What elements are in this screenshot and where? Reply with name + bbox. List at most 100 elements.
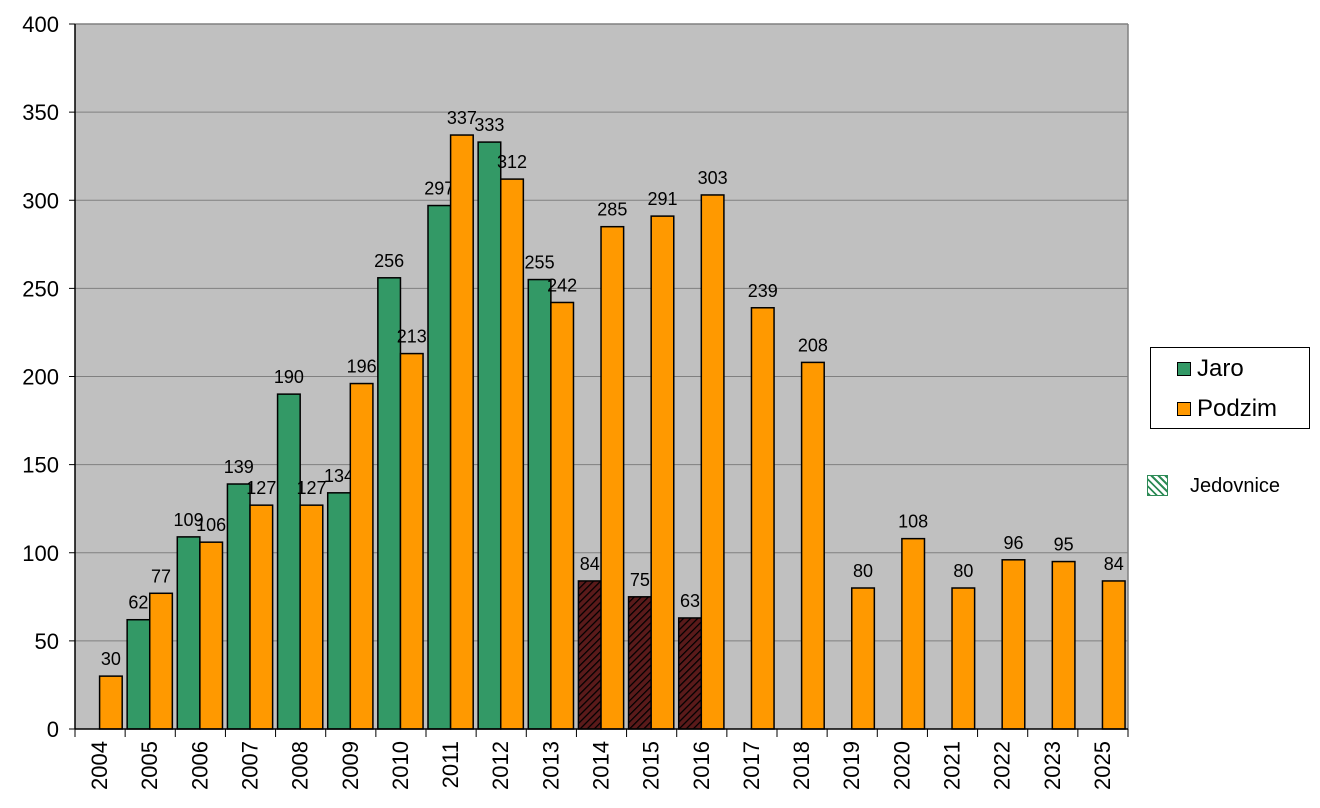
x-tick-label: 2017 <box>739 741 764 790</box>
legend-label-jedovnice: Jedovnice <box>1190 475 1281 497</box>
legend-swatch-podzim <box>1177 402 1191 416</box>
data-label-jaro-2009: 134 <box>324 466 354 486</box>
bar-podzim-2010 <box>399 352 424 730</box>
data-label-jaro-2006: 109 <box>174 510 204 530</box>
x-tick-label: 2012 <box>488 741 513 790</box>
x-tick-label: 2023 <box>1040 741 1065 790</box>
x-tick-label: 2019 <box>839 741 864 790</box>
bar-jaro-2016 <box>677 617 703 730</box>
x-tick-label: 2025 <box>1090 741 1115 790</box>
bar-podzim-2017 <box>750 307 775 730</box>
bar-jaro-2007 <box>226 483 251 730</box>
y-tick-label: 300 <box>22 188 59 213</box>
data-label-podzim-2010: 213 <box>397 327 427 347</box>
data-label-jaro-2015: 75 <box>630 570 650 590</box>
data-label-podzim-2008: 127 <box>296 478 326 498</box>
bar-podzim-2009 <box>349 382 374 730</box>
x-tick-label: 2022 <box>990 741 1015 790</box>
data-label-podzim-2015: 291 <box>647 189 677 209</box>
data-label-podzim-2017: 239 <box>748 281 778 301</box>
bar-podzim-2014 <box>600 225 625 730</box>
y-tick-label: 0 <box>47 717 59 742</box>
data-label-podzim-2021: 80 <box>953 561 973 581</box>
x-tick-label: 2008 <box>288 741 313 790</box>
bar-jaro-2009 <box>326 492 352 730</box>
bar-podzim-2025 <box>1101 580 1126 730</box>
bar-podzim-2011 <box>449 134 474 730</box>
legend-swatch-jaro <box>1177 362 1191 376</box>
bar-jaro-2008 <box>276 393 301 730</box>
x-tick-label: 2010 <box>388 741 413 790</box>
data-label-podzim-2018: 208 <box>798 335 828 355</box>
bar-podzim-2021 <box>951 587 976 730</box>
legend-label-jaro: Jaro <box>1197 355 1244 382</box>
data-label-podzim-2005: 77 <box>151 566 171 586</box>
legend-label-podzim: Podzim <box>1197 395 1278 422</box>
data-label-podzim-2011: 337 <box>447 108 477 128</box>
y-tick-label: 150 <box>22 453 59 478</box>
x-tick-label: 2021 <box>940 741 965 790</box>
y-tick-label: 250 <box>22 276 59 301</box>
bar-jaro-2012 <box>477 141 502 730</box>
bar-podzim-2019 <box>850 587 876 730</box>
data-label-jaro-2010: 256 <box>374 251 404 271</box>
y-tick-label: 400 <box>22 12 59 37</box>
x-tick-label: 2014 <box>589 741 614 790</box>
x-tick-label: 2007 <box>238 741 263 790</box>
data-label-podzim-2004: 30 <box>101 649 121 669</box>
bar-podzim-2008 <box>299 504 324 730</box>
x-tick-label: 2004 <box>87 741 112 790</box>
x-tick-label: 2009 <box>338 741 363 790</box>
legend: Jaro Podzim <box>1150 347 1310 429</box>
data-label-podzim-2019: 80 <box>853 561 873 581</box>
bar-jaro-2015 <box>627 596 652 730</box>
data-label-jaro-2013: 255 <box>525 253 555 273</box>
data-label-jaro-2012: 333 <box>474 115 504 135</box>
y-tick-label: 100 <box>22 541 59 566</box>
data-label-podzim-2006: 106 <box>196 515 226 535</box>
bar-jaro-2013 <box>527 278 552 730</box>
x-tick-label: 2016 <box>689 741 714 790</box>
x-tick-label: 2005 <box>137 741 162 790</box>
bar-podzim-2007 <box>249 504 274 730</box>
y-tick-label: 200 <box>22 365 59 390</box>
bar-podzim-2022 <box>1001 559 1026 730</box>
data-label-jaro-2014: 84 <box>580 554 600 574</box>
y-tick-label: 350 <box>22 100 59 125</box>
data-label-podzim-2007: 127 <box>246 478 276 498</box>
data-label-podzim-2025: 84 <box>1104 554 1124 574</box>
x-tick-label: 2018 <box>789 741 814 790</box>
bar-podzim-2020 <box>901 537 926 730</box>
data-label-jaro-2011: 297 <box>424 179 454 199</box>
bar-podzim-2012 <box>499 178 525 730</box>
x-tick-label: 2011 <box>438 741 463 788</box>
legend-swatch-jedovnice <box>1147 475 1168 496</box>
bar-podzim-2013 <box>550 301 575 730</box>
bar-podzim-2023 <box>1051 560 1076 730</box>
bar-jaro-2005 <box>126 618 151 730</box>
data-label-podzim-2022: 96 <box>1003 533 1023 553</box>
data-label-podzim-2014: 285 <box>597 200 627 220</box>
data-label-jaro-2007: 139 <box>224 457 254 477</box>
data-label-podzim-2009: 196 <box>347 357 377 377</box>
bar-podzim-2004 <box>98 675 123 730</box>
bar-podzim-2016 <box>700 194 725 730</box>
bar-podzim-2005 <box>148 592 174 730</box>
x-tick-label: 2013 <box>538 741 563 790</box>
bar-jaro-2011 <box>427 204 452 730</box>
data-label-podzim-2013: 242 <box>547 275 577 295</box>
data-label-jaro-2008: 190 <box>274 367 304 387</box>
y-tick-label: 50 <box>35 629 59 654</box>
bar-podzim-2018 <box>800 361 825 730</box>
bar-jaro-2006 <box>176 536 201 730</box>
data-label-podzim-2012: 312 <box>497 152 527 172</box>
data-label-podzim-2020: 108 <box>898 512 928 532</box>
bar-podzim-2006 <box>199 541 224 730</box>
x-tick-label: 2020 <box>889 741 914 790</box>
data-label-jaro-2016: 63 <box>680 591 700 611</box>
x-tick-label: 2006 <box>187 741 212 790</box>
data-label-podzim-2016: 303 <box>698 168 728 188</box>
bar-jaro-2014 <box>577 580 602 730</box>
bar-podzim-2015 <box>650 215 675 730</box>
